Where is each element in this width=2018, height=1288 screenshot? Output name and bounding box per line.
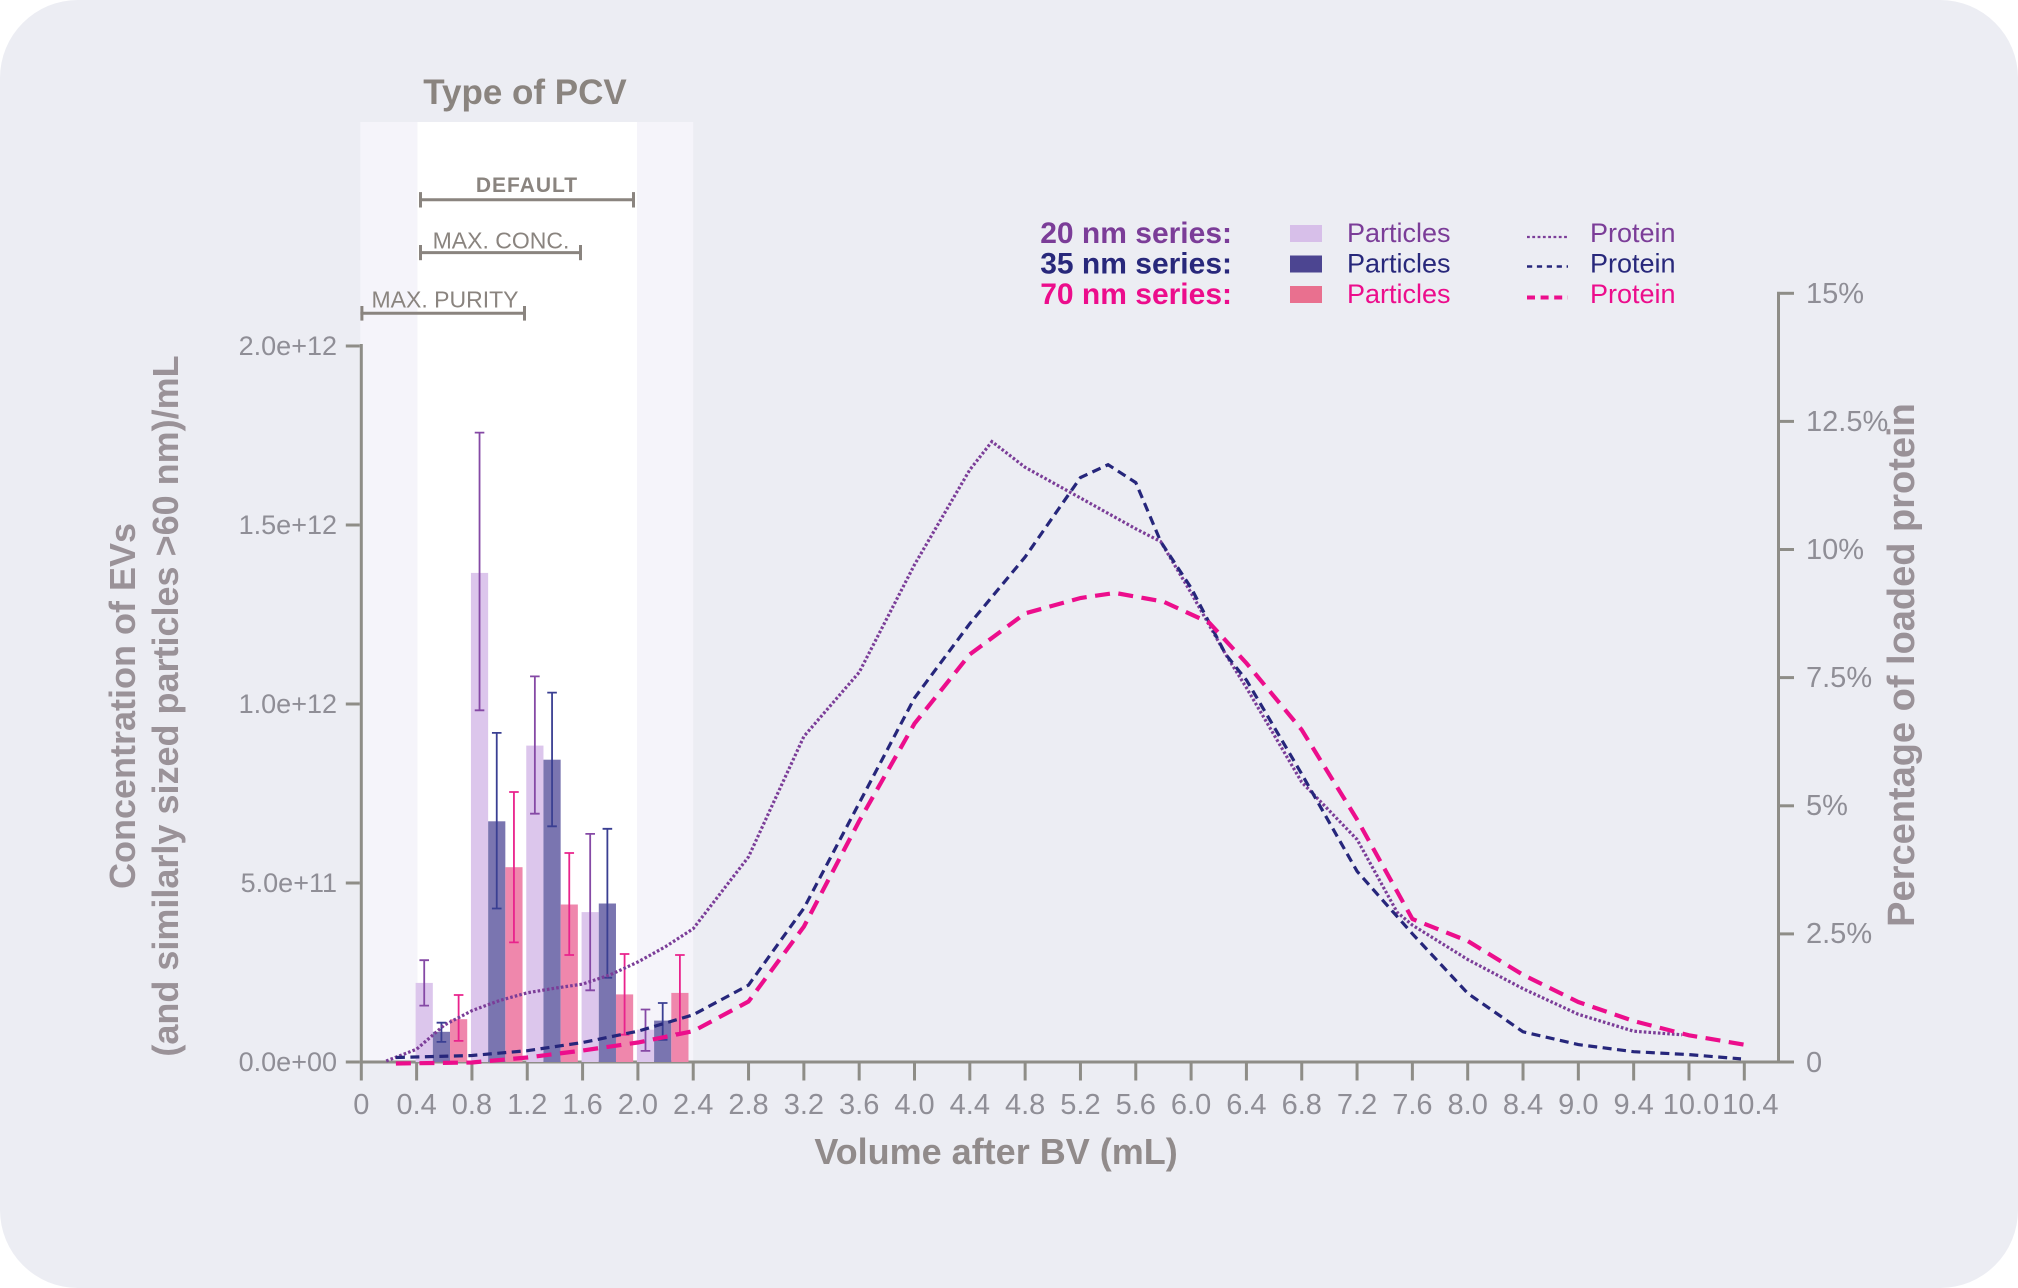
- svg-text:9.0: 9.0: [1558, 1089, 1598, 1121]
- svg-text:9.4: 9.4: [1613, 1089, 1653, 1121]
- svg-text:4.0: 4.0: [894, 1089, 934, 1121]
- svg-text:35 nm series:: 35 nm series:: [1040, 248, 1232, 281]
- svg-text:5.6: 5.6: [1116, 1089, 1156, 1121]
- svg-text:Type of PCV: Type of PCV: [423, 73, 627, 112]
- svg-text:8.4: 8.4: [1503, 1089, 1543, 1121]
- svg-text:12.5%: 12.5%: [1806, 406, 1888, 438]
- svg-text:3.6: 3.6: [839, 1089, 879, 1121]
- svg-text:8.0: 8.0: [1448, 1089, 1488, 1121]
- svg-text:7.2: 7.2: [1337, 1089, 1377, 1121]
- svg-text:2.5%: 2.5%: [1806, 918, 1872, 950]
- svg-text:6.8: 6.8: [1282, 1089, 1322, 1121]
- svg-text:5.0e+11: 5.0e+11: [241, 868, 337, 898]
- svg-text:2.0: 2.0: [618, 1089, 658, 1121]
- svg-text:0: 0: [1806, 1047, 1822, 1079]
- svg-text:3.2: 3.2: [784, 1089, 824, 1121]
- svg-text:70 nm series:: 70 nm series:: [1040, 278, 1232, 311]
- svg-text:20 nm series:: 20 nm series:: [1040, 217, 1232, 250]
- svg-text:0.4: 0.4: [396, 1089, 436, 1121]
- svg-text:1.2: 1.2: [507, 1089, 547, 1121]
- svg-text:0.8: 0.8: [452, 1089, 492, 1121]
- svg-text:4.4: 4.4: [950, 1089, 990, 1121]
- svg-text:5.2: 5.2: [1060, 1089, 1100, 1121]
- svg-text:Concentration of EVs: Concentration of EVs: [102, 523, 143, 889]
- svg-text:DEFAULT: DEFAULT: [476, 174, 578, 197]
- svg-text:Particles: Particles: [1347, 218, 1451, 248]
- svg-text:Protein: Protein: [1590, 218, 1676, 248]
- svg-text:1.0e+12: 1.0e+12: [239, 689, 337, 719]
- svg-text:6.0: 6.0: [1171, 1089, 1211, 1121]
- svg-text:Particles: Particles: [1347, 249, 1451, 279]
- svg-text:Percentage of loaded protein: Percentage of loaded protein: [1881, 403, 1923, 927]
- svg-text:MAX. PURITY: MAX. PURITY: [372, 287, 519, 313]
- svg-text:7.5%: 7.5%: [1806, 662, 1872, 694]
- svg-text:10%: 10%: [1806, 534, 1864, 566]
- svg-text:Protein: Protein: [1590, 279, 1676, 309]
- svg-text:(and similarly sized particles: (and similarly sized particles >60 nm)/m…: [145, 355, 186, 1056]
- svg-text:2.8: 2.8: [728, 1089, 768, 1121]
- svg-text:10.4: 10.4: [1722, 1089, 1778, 1121]
- svg-text:2.0e+12: 2.0e+12: [239, 331, 337, 361]
- svg-text:10.0: 10.0: [1663, 1089, 1719, 1121]
- svg-text:Particles: Particles: [1347, 279, 1451, 309]
- svg-text:2.4: 2.4: [673, 1089, 713, 1121]
- svg-text:MAX. CONC.: MAX. CONC.: [433, 228, 570, 254]
- svg-text:0.0e+00: 0.0e+00: [239, 1047, 337, 1077]
- svg-text:5%: 5%: [1806, 790, 1848, 822]
- svg-text:Protein: Protein: [1590, 249, 1676, 279]
- svg-text:0: 0: [353, 1089, 369, 1121]
- svg-text:7.6: 7.6: [1392, 1089, 1432, 1121]
- svg-text:Volume after BV (mL): Volume after BV (mL): [814, 1131, 1177, 1172]
- svg-text:1.6: 1.6: [562, 1089, 602, 1121]
- svg-text:6.4: 6.4: [1226, 1089, 1266, 1121]
- svg-text:15%: 15%: [1806, 278, 1864, 310]
- svg-text:4.8: 4.8: [1005, 1089, 1045, 1121]
- svg-text:1.5e+12: 1.5e+12: [239, 510, 337, 540]
